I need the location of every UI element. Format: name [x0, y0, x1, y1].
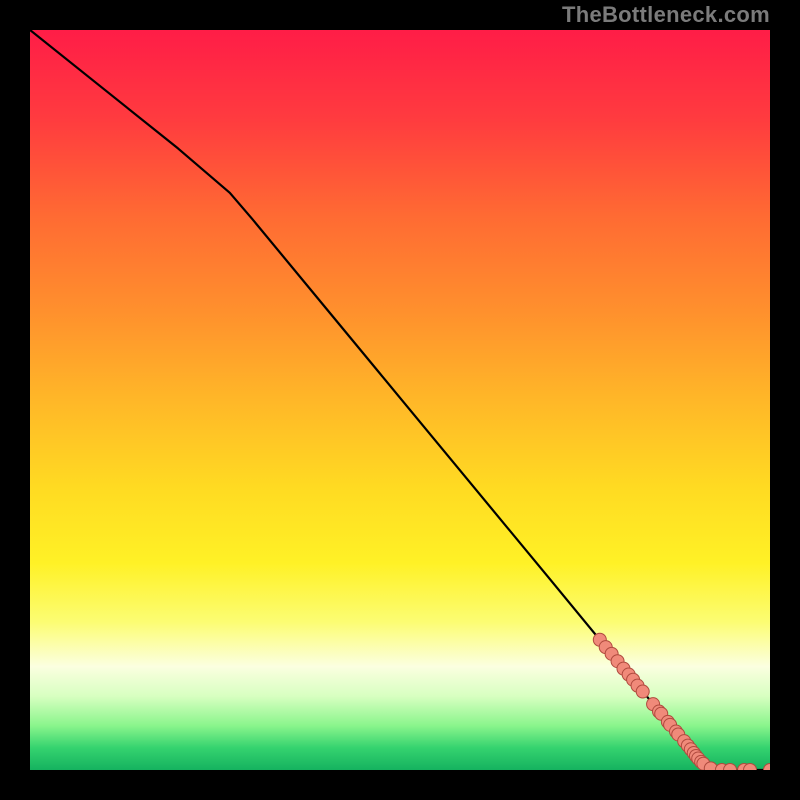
attribution-watermark: TheBottleneck.com: [562, 2, 770, 28]
chart-overlay: [30, 30, 770, 770]
plot-frame: [30, 30, 770, 770]
bottleneck-curve: [30, 30, 770, 770]
data-point-marker: [764, 764, 771, 771]
data-point-marker: [636, 685, 649, 698]
chart-stage: TheBottleneck.com: [0, 0, 800, 800]
